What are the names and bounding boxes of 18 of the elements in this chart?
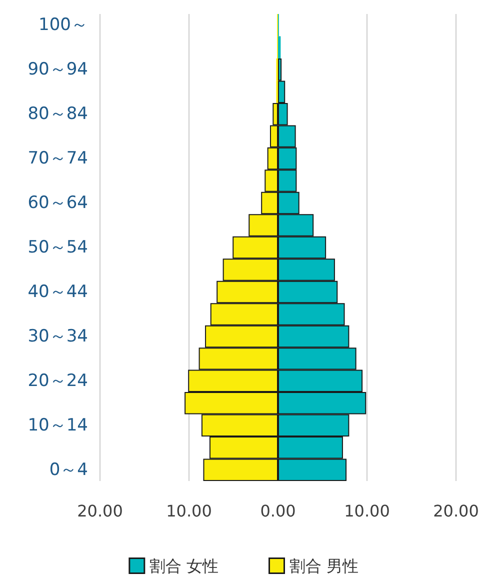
- x-tick-label: 10.00: [166, 502, 212, 520]
- x-tick-label: 20.00: [77, 502, 123, 520]
- y-tick-label: 100～: [38, 15, 88, 36]
- legend-label: 割合 女性: [149, 556, 219, 576]
- x-tick-label: 20.00: [433, 502, 479, 520]
- x-tick-label: 10.00: [344, 502, 390, 520]
- y-tick-label: 60～64: [28, 193, 88, 214]
- y-tick-label: 50～54: [28, 238, 88, 258]
- y-tick-label: 10～14: [28, 415, 88, 436]
- y-tick-label: 80～84: [28, 104, 88, 124]
- y-tick-label: 20～24: [28, 370, 88, 391]
- y-tick-label: 30～34: [28, 326, 88, 346]
- legend-label: 割合 男性: [289, 556, 358, 576]
- y-tick-label: 0～4: [49, 460, 88, 480]
- y-tick-label: 90～94: [28, 60, 88, 80]
- x-tick-label: 0.00: [260, 502, 296, 520]
- y-tick-label: 40～44: [28, 282, 88, 302]
- y-tick-label: 70～74: [28, 148, 88, 169]
